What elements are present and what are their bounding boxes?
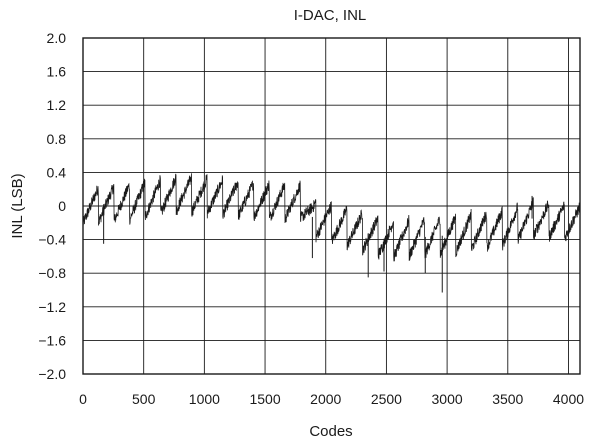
y-tick-label: 1.6: [47, 64, 67, 80]
y-tick-label: 0: [58, 198, 66, 214]
y-tick-labels: 2.0 1.6 1.2 0.8 0.4 0 −0.4 −0.8 −1.2 −1.6 −2.0: [38, 30, 66, 382]
y-tick-label: −2.0: [38, 366, 66, 382]
y-tick-label: −1.6: [38, 332, 66, 348]
plot-frame: [82, 37, 581, 375]
y-tick-label: −0.4: [38, 232, 66, 248]
inl-series-line: [82, 173, 581, 262]
x-tick-label: 2500: [371, 391, 402, 407]
x-tick-labels: 0 500 1000 1500 2000 2500 3000 3500 4000: [79, 391, 584, 407]
chart-title: I-DAC, INL: [294, 7, 367, 24]
y-tick-label: 1.2: [47, 97, 67, 113]
x-tick-label: 3000: [432, 391, 463, 407]
y-axis-label: INL (LSB): [9, 173, 26, 238]
y-tick-label: −0.8: [38, 265, 66, 281]
x-tick-label: 1500: [249, 391, 280, 407]
x-tick-label: 4000: [553, 391, 584, 407]
x-tick-label: 3500: [492, 391, 523, 407]
x-axis-label: Codes: [309, 423, 352, 440]
y-tick-label: 2.0: [47, 30, 67, 46]
x-tick-label: 2000: [310, 391, 341, 407]
series-layer: [82, 173, 581, 293]
y-tick-label: 0.8: [47, 131, 67, 147]
y-tick-label: 0.4: [47, 164, 67, 180]
y-tick-label: −1.2: [38, 299, 66, 315]
x-tick-label: 1000: [189, 391, 220, 407]
x-tick-label: 0: [79, 391, 87, 407]
x-tick-label: 500: [132, 391, 156, 407]
